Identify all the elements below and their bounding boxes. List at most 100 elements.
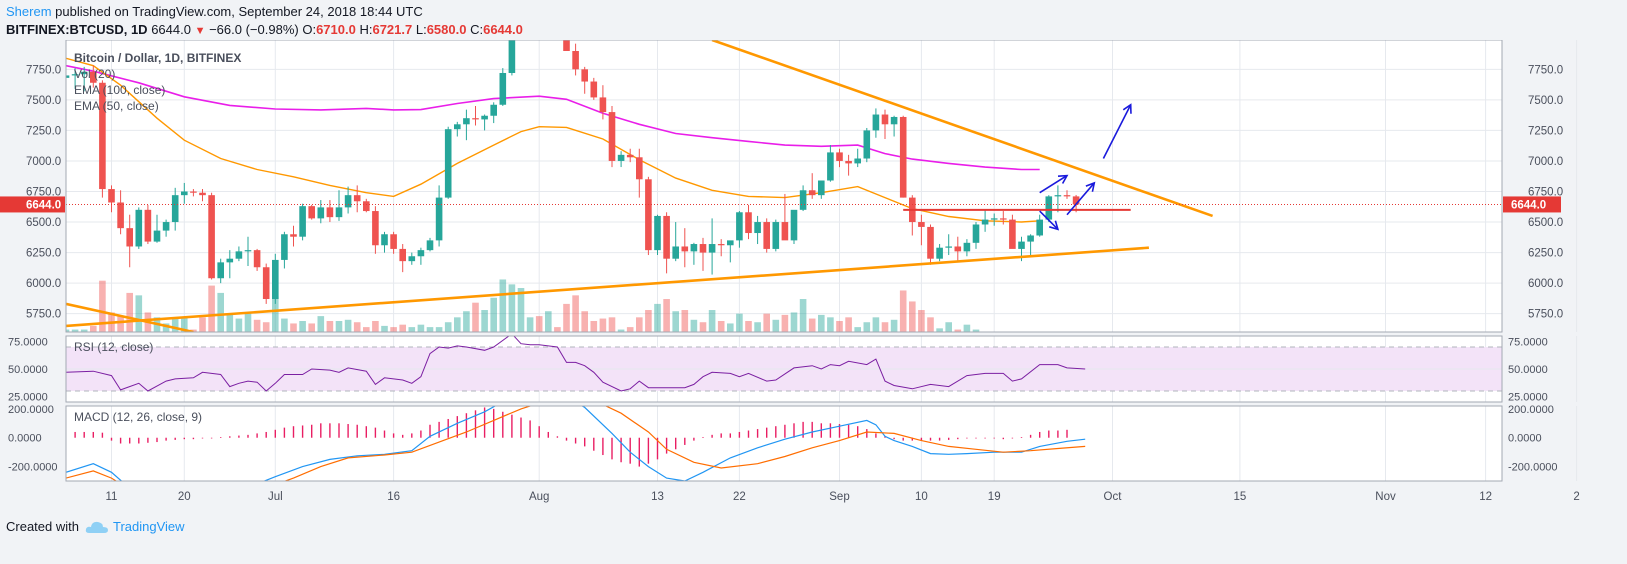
rsi-tick-label: 25.0000: [8, 392, 48, 404]
y-tick-label-right: 7500.0: [1528, 95, 1563, 107]
chart-canvas[interactable]: 5750.0 5750.0 6000.0 6000.0 6250.0 6250.0 6500…: [0, 40, 1627, 512]
projection-arrow: [1039, 210, 1059, 230]
candle-body: [435, 197, 443, 241]
y-tick-label-left: 5750.0: [26, 309, 61, 321]
candle-body: [317, 207, 325, 219]
candle-body: [1054, 195, 1062, 197]
candle-body: [963, 242, 971, 252]
volume-bar: [727, 323, 734, 332]
volume-bar: [353, 322, 361, 332]
candle-body: [990, 218, 998, 220]
pane-bg-p: [66, 40, 1502, 332]
volume-bar: [617, 329, 625, 332]
volume-bar: [563, 303, 570, 332]
author-link[interactable]: Sherem: [6, 4, 52, 19]
volume-bar: [736, 313, 743, 332]
last-price: 6644.0: [151, 22, 191, 37]
y-tick-label-left: 7500.0: [26, 95, 61, 107]
candle-body: [290, 234, 297, 237]
volume-bar: [636, 317, 643, 332]
legend-item: EMA (100, close): [74, 83, 165, 97]
x-tick-label: 22: [733, 491, 746, 503]
candle-body: [645, 179, 652, 251]
candle-body: [581, 69, 588, 82]
candle-body: [727, 240, 734, 246]
candle-body: [590, 81, 598, 98]
volume-bar: [472, 302, 479, 332]
rsi-band: [66, 346, 1502, 392]
volume-bar: [408, 327, 416, 332]
volume-bar: [790, 312, 798, 332]
trendline: [711, 40, 1214, 218]
macd-tick-label: 0.0000: [1508, 433, 1542, 445]
projection-arrow: [1039, 174, 1068, 194]
low-value: 6580.0: [426, 22, 467, 37]
y-tick-label-right: 7250.0: [1528, 125, 1563, 137]
volume-bar: [299, 321, 306, 332]
candle-body: [390, 234, 397, 249]
y-tick-label-left: 7250.0: [26, 125, 61, 137]
legend-item: EMA (50, close): [74, 99, 159, 113]
arrow-head: [1122, 103, 1132, 114]
candle-body: [199, 192, 206, 196]
volume-bar: [181, 317, 188, 332]
rsi-tick-label: 75.0000: [1508, 337, 1548, 349]
volume-bar: [645, 310, 652, 332]
y-tick-label-left: 6750.0: [26, 186, 61, 198]
candle-body: [717, 244, 725, 246]
candle-body: [936, 247, 943, 259]
candle-body: [508, 40, 516, 73]
time-axis: 11 20 Jul 16 Aug 13 22 Sep 10 19 Oct 15 Nov 12 2: [106, 491, 1580, 503]
volume-bar: [963, 324, 971, 332]
macd-line: [66, 406, 1086, 481]
candle-body: [927, 226, 934, 259]
volume-bar: [281, 318, 288, 332]
candle-body: [1063, 195, 1071, 197]
volume-bar: [235, 318, 243, 332]
candle-body: [636, 157, 643, 180]
volume-bar: [890, 319, 898, 332]
volume-bar: [208, 285, 215, 332]
volume-bar: [927, 317, 934, 332]
candle-body: [381, 234, 388, 246]
volume-bar: [99, 280, 106, 332]
x-tick-label: 13: [651, 491, 664, 503]
volume-bar: [435, 327, 443, 332]
x-tick-label: 15: [1234, 491, 1247, 503]
candle-body: [845, 160, 852, 164]
volume-bar: [854, 327, 861, 332]
rsi-tick-label: 50.0000: [8, 364, 48, 376]
macd-histogram: [74, 407, 1068, 467]
x-tick-label: Sep: [829, 491, 849, 503]
candle-body: [253, 250, 261, 268]
volume-bar: [763, 313, 770, 332]
macd-tick-label: 0.0000: [8, 433, 42, 445]
pane-frame: [65, 40, 1503, 333]
y-tick-label-left: 6500.0: [26, 217, 61, 229]
volume-bar: [836, 321, 843, 332]
high-label: H:: [359, 22, 373, 37]
candle-body: [363, 201, 370, 212]
x-tick-label: Oct: [1104, 491, 1123, 503]
created-with-text: Created with: [6, 519, 79, 534]
volume-bar: [827, 317, 834, 332]
candle-body: [781, 222, 789, 241]
publish-info: Sherem published on TradingView.com, Sep…: [6, 4, 423, 19]
down-triangle-icon: ▼: [194, 25, 206, 37]
candle-body: [308, 206, 315, 219]
tradingview-brand[interactable]: TradingView: [85, 519, 185, 534]
candle-body: [808, 190, 816, 196]
candle-body: [1045, 196, 1053, 220]
macd-title: MACD (12, 26, close, 9): [74, 410, 202, 424]
candle-body: [690, 244, 698, 252]
candle-body: [745, 212, 752, 234]
candle-body: [918, 222, 925, 227]
price-axis: 5750.0 5750.0 6000.0 6000.0 6250.0 6250.0 6500…: [0, 64, 1563, 474]
projection-arrow: [1102, 104, 1132, 159]
volume-bar: [71, 329, 79, 332]
volume-bar: [117, 316, 124, 332]
price-tag: [1503, 196, 1561, 213]
projection-arrow: [1066, 182, 1095, 216]
legend-item: Vol (20): [74, 67, 115, 81]
y-tick-label-left: 7750.0: [26, 64, 61, 76]
